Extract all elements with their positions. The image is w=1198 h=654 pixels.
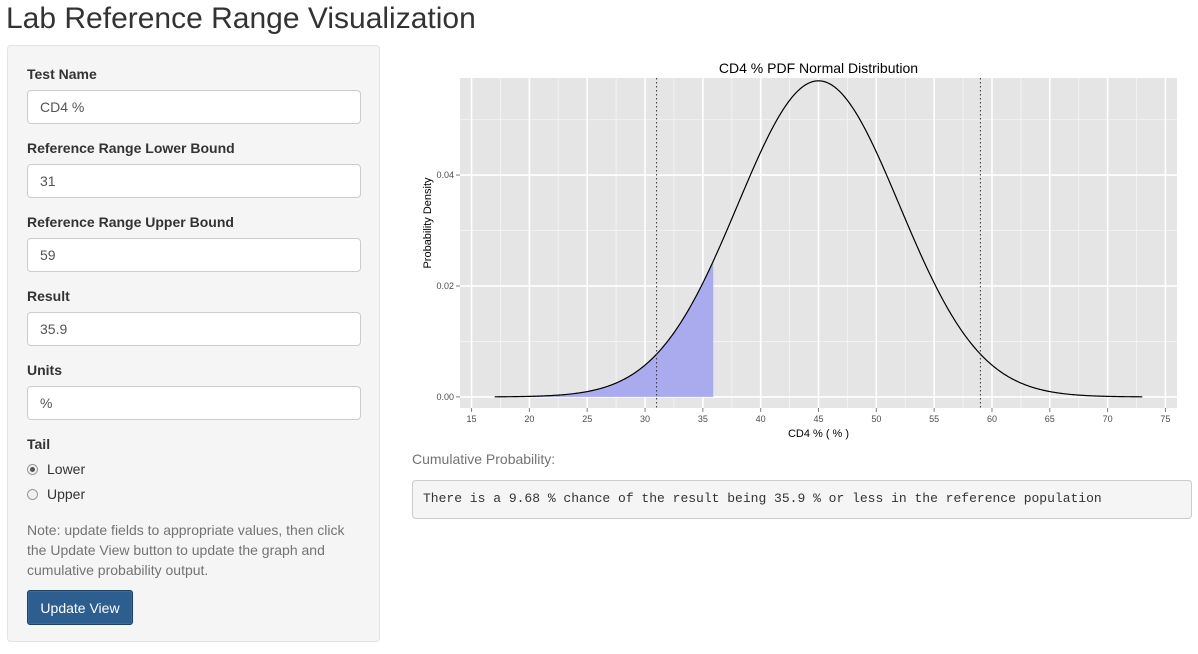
x-tick-label: 25 [582, 414, 592, 424]
result-label: Result [27, 288, 70, 304]
tail-label: Tail [27, 436, 51, 452]
pdf-chart: 15 20 25 30 35 40 45 50 55 60 65 70 75 0.00 0.02 0.04 CD… [422, 60, 1177, 440]
radio-lower-button[interactable] [27, 463, 38, 475]
density-curve [494, 80, 1143, 398]
help-note: Note: update fields to appropriate value… [27, 522, 345, 578]
x-tick-label: 55 [929, 414, 939, 424]
tail-option-lower[interactable]: Lower [27, 461, 85, 477]
tail-option-upper-label: Upper [47, 486, 86, 502]
test-name-label: Test Name [27, 66, 97, 82]
lower-bound-label: Reference Range Lower Bound [27, 140, 235, 156]
distribution-plot: 15 20 25 30 35 40 45 50 55 60 65 70 75 0.00 0.02 0.04 CD… [412, 55, 1188, 440]
page-title: Lab Reference Range Visualization [6, 2, 476, 35]
x-tick-label: 15 [467, 414, 477, 424]
lower-bound-input[interactable] [27, 164, 361, 198]
upper-bound-label: Reference Range Upper Bound [27, 214, 234, 230]
y-tick-label: 0.00 [436, 392, 454, 402]
y-tick-label: 0.02 [436, 281, 454, 291]
x-tick-label: 50 [871, 414, 881, 424]
x-tick-label: 20 [524, 414, 534, 424]
cumulative-probability-label: Cumulative Probability: [412, 451, 556, 467]
x-tick-label: 70 [1103, 414, 1113, 424]
x-tick-label: 35 [698, 414, 708, 424]
x-tick-label: 40 [756, 414, 766, 424]
y-tick-label: 0.04 [436, 170, 454, 180]
upper-bound-input[interactable] [27, 238, 361, 272]
x-tick-label: 75 [1160, 414, 1170, 424]
units-label: Units [27, 362, 62, 378]
update-view-button[interactable]: Update View [27, 590, 133, 625]
y-axis-label: Probability Density [422, 177, 434, 269]
tail-option-upper[interactable]: Upper [27, 486, 85, 502]
test-name-input[interactable] [27, 90, 361, 124]
result-input[interactable] [27, 312, 361, 346]
x-tick-label: 60 [987, 414, 997, 424]
cumulative-probability-output: There is a 9.68 % chance of the result b… [412, 480, 1192, 519]
x-tick-label: 30 [640, 414, 650, 424]
units-input[interactable] [27, 386, 361, 420]
chart-title: CD4 % PDF Normal Distribution [719, 60, 918, 76]
x-axis-label: CD4 % ( % ) [788, 428, 849, 440]
x-tick-label: 65 [1045, 414, 1055, 424]
shaded-tail-area [494, 261, 714, 397]
input-panel: Test Name Reference Range Lower Bound Re… [7, 45, 380, 642]
radio-upper-button[interactable] [27, 488, 38, 500]
x-tick-label: 45 [813, 414, 823, 424]
tail-option-lower-label: Lower [47, 461, 86, 477]
